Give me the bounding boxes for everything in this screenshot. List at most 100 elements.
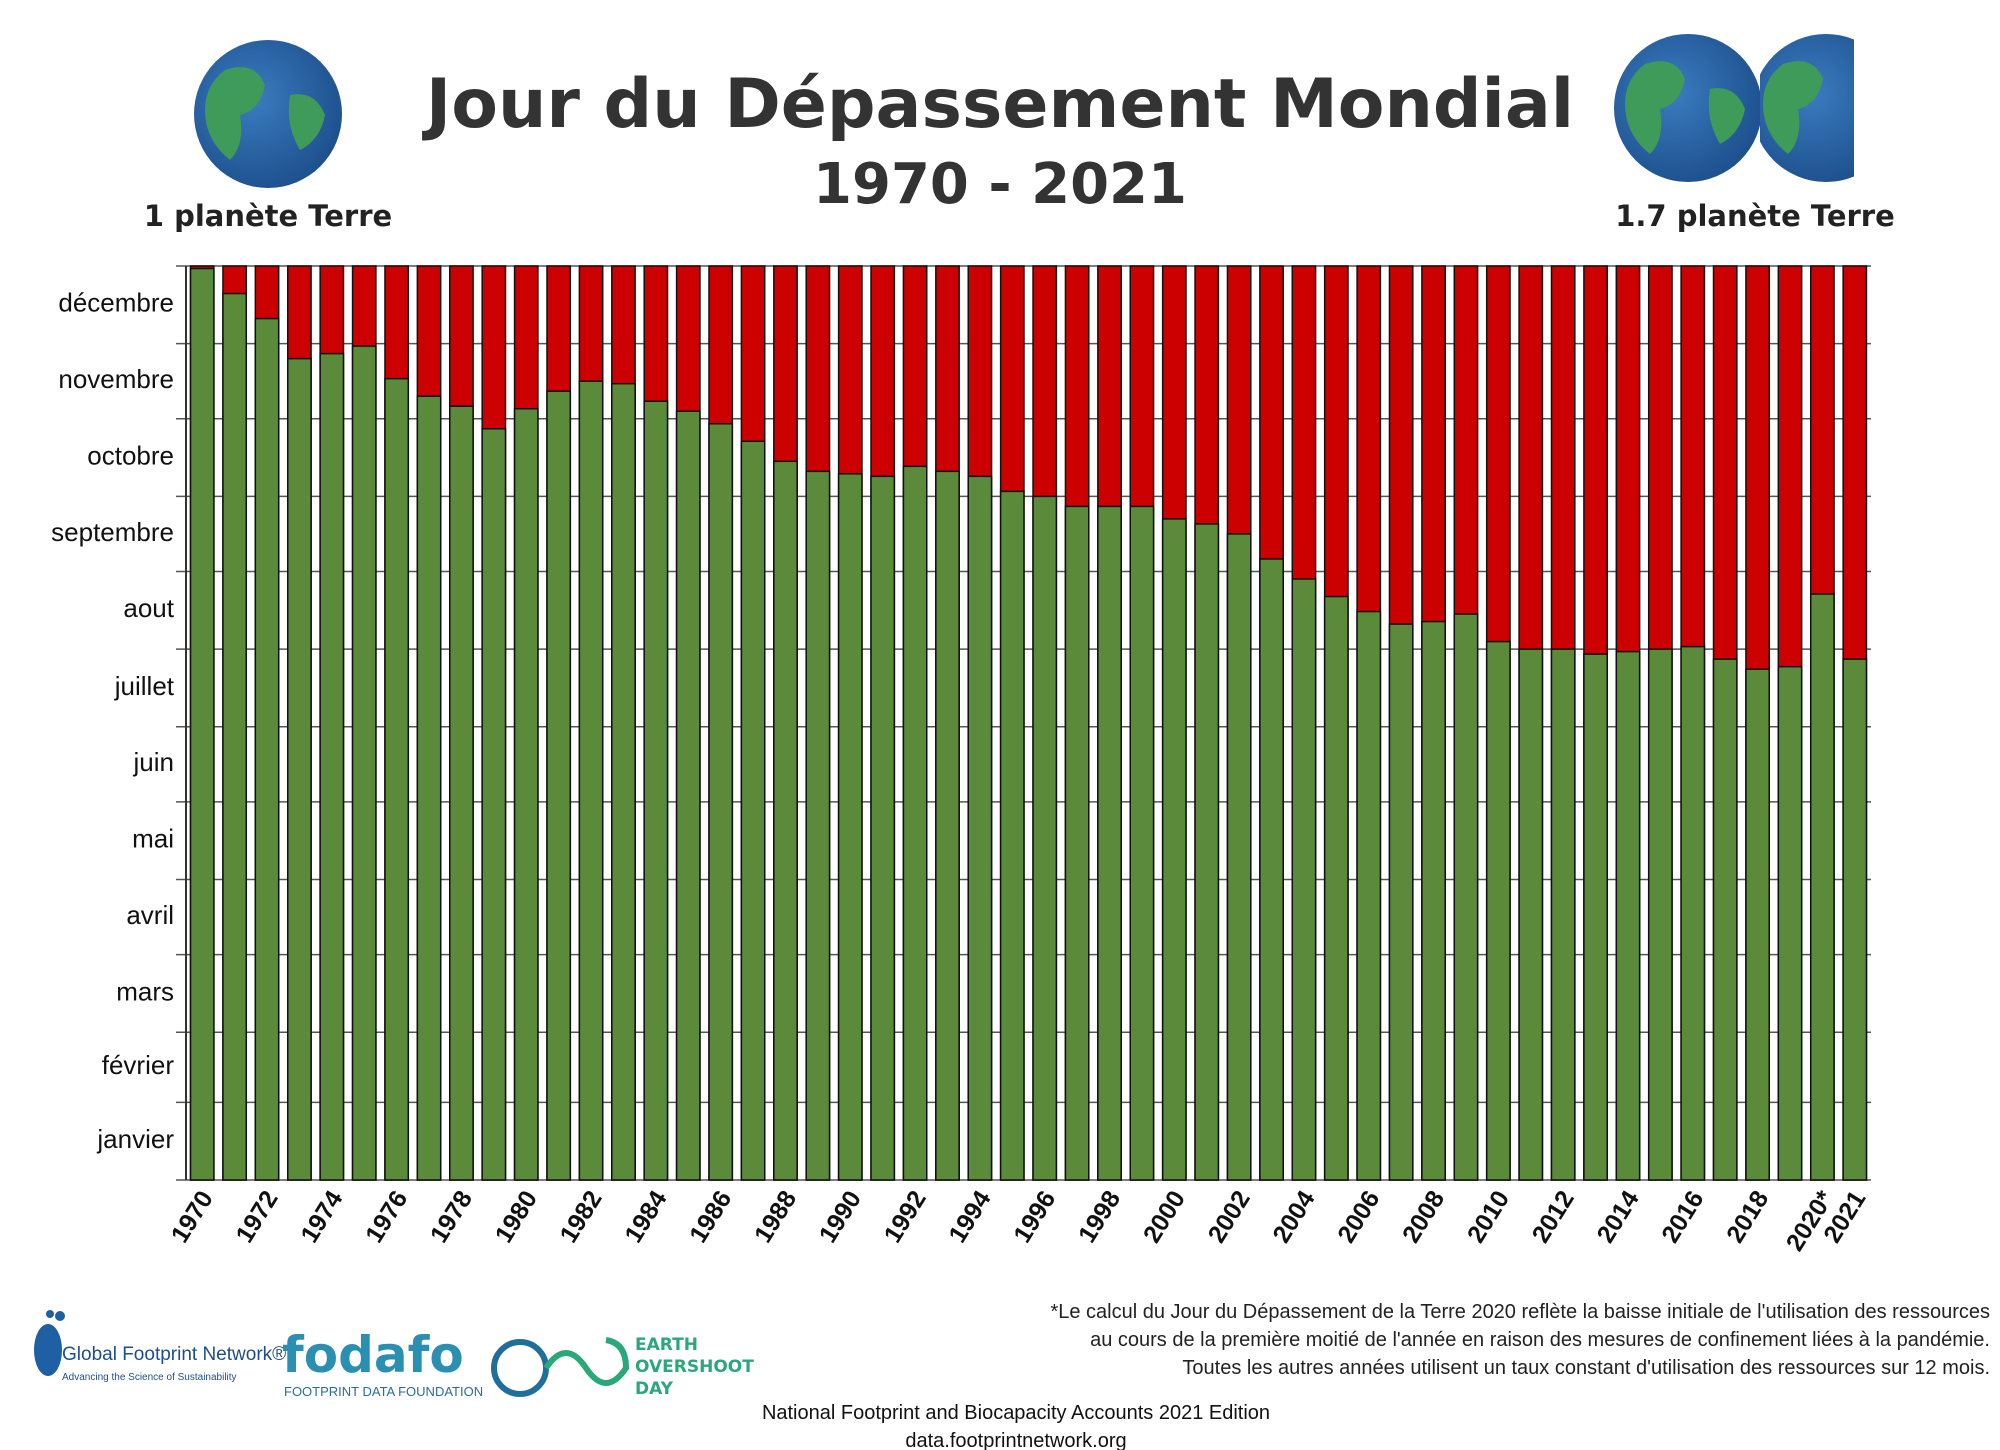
bar — [1388, 623, 1414, 1181]
bar — [254, 317, 280, 1181]
y-tick-label: juin — [133, 747, 174, 777]
bar — [1842, 658, 1868, 1181]
footnote: *Le calcul du Jour du Dépassement de la … — [1050, 1301, 1990, 1379]
chart-subtitle: 1970 - 2021 — [813, 152, 1187, 217]
x-tick-label: 2002 — [1203, 1186, 1256, 1248]
logo-text: FOOTPRINT DATA FOUNDATION — [284, 1384, 483, 1399]
source-line: National Footprint and Biocapacity Accou… — [762, 1402, 1270, 1424]
y-tick-label: février — [102, 1050, 175, 1080]
logo-fodafo: fodafo FOOTPRINT DATA FOUNDATION — [282, 1326, 483, 1399]
chart-title: Jour du Dépassement Mondial — [422, 65, 1574, 144]
plot: janvier février mars avril mai juin juillet aou… — [51, 265, 1872, 1256]
bar — [1809, 593, 1835, 1181]
y-tick-label: mars — [116, 976, 174, 1006]
globe-right — [1614, 34, 1854, 182]
y-tick-label: mai — [132, 824, 174, 854]
bar — [935, 470, 960, 1181]
bar — [189, 267, 215, 1181]
bar — [611, 382, 636, 1181]
source: National Footprint and Biocapacity Accou… — [762, 1402, 1270, 1450]
bar — [1323, 595, 1349, 1181]
bar — [1745, 668, 1771, 1181]
bar — [1064, 505, 1090, 1181]
logo-text: fodafo — [282, 1326, 464, 1384]
logo-text: DAY — [635, 1379, 674, 1399]
y-tick-label: aout — [123, 593, 174, 623]
left-caption: 1 planète Terre — [144, 199, 392, 233]
logo-text: EARTH — [635, 1335, 698, 1355]
x-tick-label: 2010 — [1462, 1186, 1515, 1248]
logo-gfn: Global Footprint Network® Advancing the … — [34, 1310, 286, 1383]
bar — [1680, 645, 1706, 1181]
x-tick-label: 2000 — [1138, 1186, 1191, 1248]
x-tick-label: 1988 — [749, 1186, 802, 1248]
bar — [1777, 665, 1803, 1181]
bar — [1356, 610, 1382, 1181]
x-tick-label: 1976 — [360, 1186, 413, 1248]
right-caption: 1.7 planète Terre — [1615, 199, 1895, 233]
x-tick-label: 1990 — [814, 1186, 867, 1248]
source-line: data.footprintnetwork.org — [905, 1430, 1126, 1450]
bar — [222, 292, 248, 1181]
x-tick-label: 1980 — [490, 1186, 543, 1248]
bar — [1161, 518, 1187, 1181]
bar — [1259, 558, 1284, 1181]
x-tick-label: 1972 — [230, 1186, 283, 1248]
y-tick-label: juillet — [114, 671, 175, 701]
x-tick-label: 2006 — [1332, 1186, 1385, 1248]
logo-text: Advancing the Science of Sustainability — [62, 1372, 237, 1383]
bar — [1421, 620, 1446, 1181]
bar — [1291, 578, 1317, 1181]
bar — [643, 400, 669, 1181]
bar — [319, 352, 345, 1181]
bar — [1712, 658, 1738, 1181]
y-tick-label: novembre — [58, 364, 174, 394]
x-tick-label: 1978 — [425, 1186, 478, 1248]
bar — [546, 390, 572, 1181]
bar — [416, 395, 442, 1181]
bar — [1032, 495, 1058, 1181]
bar — [1129, 505, 1155, 1181]
bar — [1194, 523, 1220, 1181]
bar — [1615, 650, 1641, 1181]
bar — [999, 490, 1025, 1181]
x-tick-label: 2018 — [1721, 1186, 1774, 1248]
bar — [286, 357, 312, 1181]
bar — [481, 428, 507, 1181]
x-tick-label: 2004 — [1267, 1186, 1320, 1248]
bar — [967, 475, 993, 1181]
logo-eod: EARTH OVERSHOOT DAY — [491, 1335, 754, 1399]
bar — [449, 405, 474, 1181]
bar — [675, 410, 701, 1181]
bar — [513, 407, 539, 1181]
x-tick-label: 1986 — [684, 1186, 737, 1248]
note-line: Toutes les autres années utilisent un ta… — [1182, 1357, 1990, 1379]
bar — [1647, 648, 1673, 1181]
bar — [1485, 640, 1511, 1181]
bar — [384, 377, 410, 1181]
x-tick-label: 2008 — [1397, 1186, 1450, 1248]
x-tick-label: 1984 — [619, 1186, 672, 1248]
bar — [740, 440, 766, 1181]
logo-text: Global Footprint Network® — [62, 1344, 286, 1365]
y-tick-label: janvier — [96, 1124, 174, 1154]
bar — [902, 465, 928, 1181]
note-line: *Le calcul du Jour du Dépassement de la … — [1050, 1301, 1990, 1323]
y-tick-label: décembre — [58, 288, 174, 318]
bar — [708, 423, 734, 1181]
x-tick-label: 1998 — [1073, 1186, 1126, 1248]
bar — [805, 470, 831, 1181]
bar — [870, 475, 896, 1181]
x-tick-label: 1994 — [943, 1186, 996, 1248]
bar — [1226, 533, 1252, 1181]
bar — [837, 473, 863, 1181]
logo-text: OVERSHOOT — [635, 1357, 754, 1377]
bar — [1518, 648, 1544, 1181]
x-tick-label: 1970 — [166, 1186, 219, 1248]
bar — [578, 380, 604, 1181]
bar — [1453, 613, 1479, 1181]
x-tick-label: 1974 — [295, 1186, 348, 1248]
x-tick-label: 1982 — [555, 1186, 608, 1248]
globe-left — [194, 40, 342, 188]
